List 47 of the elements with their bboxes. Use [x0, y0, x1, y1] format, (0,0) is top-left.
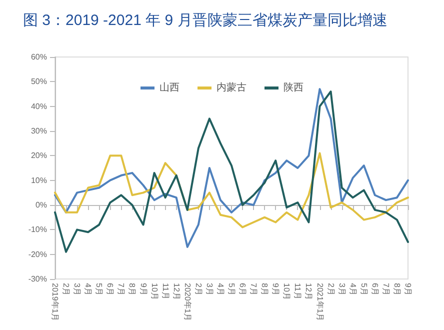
x-tick-label: 3月: [72, 283, 82, 296]
y-tick-label: 20%: [30, 151, 47, 160]
x-tick-label: 7月: [116, 283, 126, 296]
y-tick-label: 40%: [30, 102, 47, 111]
x-tick-label: 10月: [150, 283, 159, 300]
y-tick-label: -20%: [28, 250, 47, 259]
x-tick-label: 3月: [337, 283, 346, 296]
x-tick-label: 8月: [392, 283, 402, 296]
x-tick-label: 4月: [84, 283, 93, 296]
chart-title: 图 3：2019 -2021 年 9 月晋陕蒙三省煤炭产量同比增速: [23, 12, 388, 29]
y-tick-label: 50%: [30, 77, 47, 86]
x-tick-label: 2019年1月: [50, 283, 60, 322]
x-tick-label: 8月: [128, 283, 137, 296]
x-tick-label: 6月: [106, 283, 115, 296]
legend-label: 内蒙古: [216, 82, 246, 94]
x-tick-label: 11月: [160, 283, 170, 300]
y-tick-label: 60%: [30, 52, 47, 62]
x-tick-label: 5月: [359, 283, 368, 296]
y-tick-label: 10%: [30, 176, 47, 185]
x-tick-label: 5月: [94, 283, 104, 296]
x-tick-label: 10月: [282, 283, 292, 300]
y-tick-label: 30%: [30, 126, 47, 136]
x-tick-label: 2月: [62, 283, 71, 296]
x-tick-label: 2021年1月: [315, 283, 324, 322]
x-tick-label: 9月: [271, 283, 280, 296]
x-tick-label: 2月: [326, 283, 336, 296]
x-tick-label: 9月: [404, 283, 412, 296]
x-tick-label: 8月: [260, 283, 270, 296]
legend-label: 陕西: [284, 82, 304, 94]
x-tick-label: 6月: [370, 283, 380, 296]
x-tick-label: 5月: [227, 283, 236, 296]
x-tick-label: 4月: [216, 283, 225, 296]
legend-label: 山西: [160, 82, 180, 94]
x-tick-label: 6月: [238, 283, 248, 296]
x-tick-label: 12月: [172, 283, 181, 300]
x-tick-label: 9月: [138, 283, 148, 296]
x-tick-label: 2月: [194, 283, 203, 296]
y-tick-label: -30%: [28, 274, 47, 284]
x-tick-label: 12月: [304, 283, 314, 300]
x-tick-label: 3月: [204, 283, 214, 296]
y-tick-label: 0%: [35, 200, 47, 210]
x-tick-label: 4月: [348, 283, 358, 296]
x-tick-label: 7月: [249, 283, 258, 296]
x-tick-label: 7月: [381, 283, 390, 296]
x-tick-label: 2020年1月: [182, 283, 192, 322]
y-tick-label: -10%: [28, 225, 47, 234]
x-tick-label: 11月: [293, 283, 302, 300]
